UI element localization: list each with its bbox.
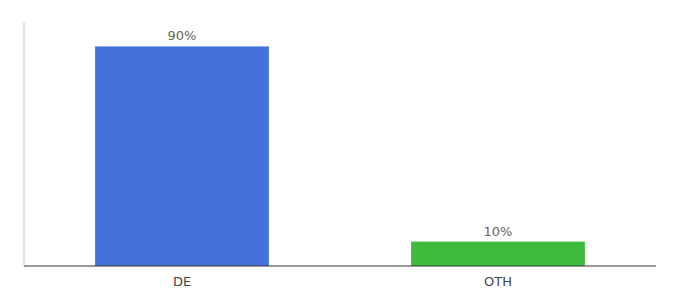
data-labels: 90% 10% <box>168 28 513 238</box>
data-label: 90% <box>168 28 197 43</box>
chart-container: 90% 10% DE OTH <box>0 0 680 300</box>
bar <box>411 242 585 266</box>
bar <box>95 46 269 266</box>
y-axis-line <box>24 22 25 266</box>
x-tick-label: DE <box>173 274 191 289</box>
x-axis-line <box>24 266 656 267</box>
chart: 90% 10% DE OTH <box>0 0 680 300</box>
data-label: 10% <box>484 224 513 239</box>
x-tick-label: OTH <box>484 274 512 289</box>
x-tick-labels: DE OTH <box>173 274 512 289</box>
bars <box>95 46 585 266</box>
plot-area: 90% 10% DE OTH <box>24 22 656 289</box>
